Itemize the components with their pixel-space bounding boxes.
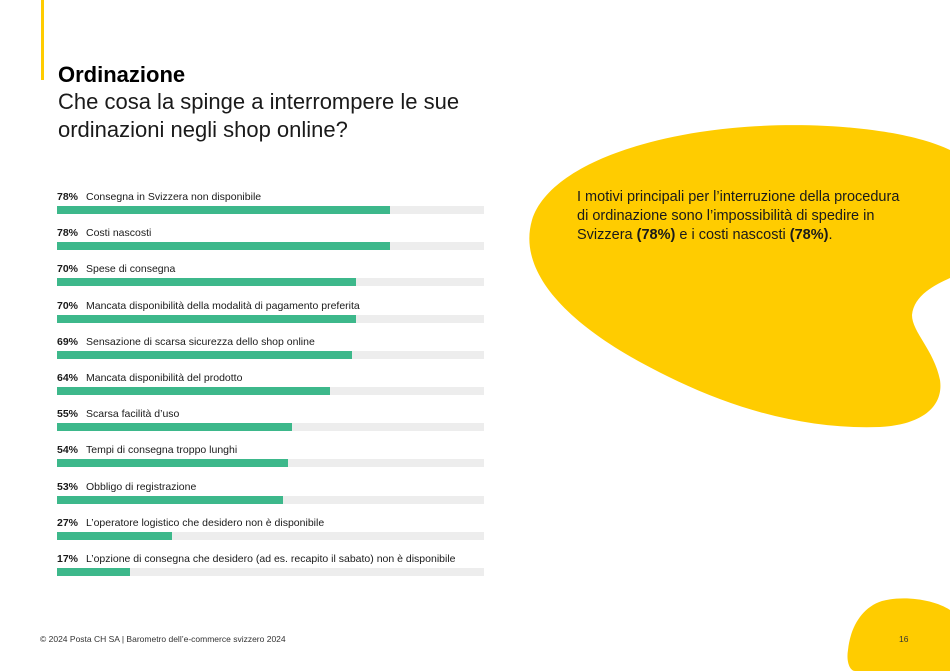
bar-fill: [57, 206, 391, 214]
page-question: Che cosa la spinge a interrompere le sue…: [58, 89, 460, 142]
bar-fill: [57, 459, 288, 468]
bar-category-label: Consegna in Svizzera non disponibile: [86, 191, 262, 203]
bar-category-label: Mancata disponibilità del prodotto: [86, 371, 243, 384]
bar-value-label: 27%: [57, 516, 79, 529]
summary-highlight-value: (78%): [789, 227, 829, 243]
bar-label: 69% Sensazione di scarsa sicurezza dello …: [57, 336, 315, 349]
bar-category-label: L’opzione di consegna che desidero (ad e…: [86, 552, 456, 565]
bar-row: 78% Costi nascosti: [57, 225, 484, 261]
bar-row: 78% Consegna in Svizzera non disponibile: [57, 189, 484, 225]
bar-row: 27% L’operatore logistico che desidero no…: [57, 515, 484, 551]
bar-value-label: 53%: [57, 480, 79, 493]
bar-track: [57, 206, 484, 214]
bar-track: [57, 495, 484, 504]
bar-fill: [57, 423, 292, 432]
bar-category-label: Tempi di consegna troppo lunghi: [86, 444, 238, 457]
bar-fill: [57, 242, 391, 251]
bar-row: 70% Spese di consegna: [57, 261, 484, 297]
bar-label: 78% Consegna in Svizzera non disponibile: [57, 191, 261, 204]
bar-value-label: 70%: [57, 299, 79, 312]
bar-label: 27% L’operatore logistico che desidero no…: [57, 517, 324, 530]
bar-value-label: 55%: [57, 408, 79, 421]
bar-label: 17% L’opzione di consegna che desidero (a…: [57, 553, 456, 566]
bar-row: 69% Sensazione di scarsa sicurezza dello …: [57, 334, 484, 370]
bar-category-label: L’operatore logistico che desidero non è…: [86, 516, 325, 529]
bar-value-label: 64%: [57, 371, 79, 384]
bar-fill: [57, 531, 173, 540]
bar-row: 17% L’opzione di consegna che desidero (a…: [57, 551, 484, 587]
bar-category-label: Obbligo di registrazione: [86, 480, 197, 493]
bar-track: [57, 242, 484, 251]
bar-value-label: 69%: [57, 335, 79, 348]
bar-row: 53% Obbligo di registrazione: [57, 479, 484, 515]
bar-row: 70% Mancata disponibilità della modalità …: [57, 298, 484, 334]
bar-category-label: Scarsa facilità d’uso: [86, 408, 180, 421]
summary-text-part: I motivi principali per l’interruzione d…: [577, 189, 900, 243]
bar-row: 64% Mancata disponibilità del prodotto: [57, 370, 484, 406]
bar-row: 55% Scarsa facilità d’uso: [57, 406, 484, 442]
bar-value-label: 70%: [57, 263, 79, 276]
bar-fill: [57, 314, 356, 323]
bar-fill: [57, 386, 331, 395]
bar-label: 70% Spese di consegna: [57, 263, 175, 276]
bar-fill: [57, 567, 130, 576]
bar-label: 64% Mancata disponibilità del prodotto: [57, 372, 242, 385]
accent-rule: [41, 0, 44, 80]
summary-highlight-value: (78%): [636, 227, 676, 243]
bar-chart: 78% Consegna in Svizzera non disponibile 7…: [57, 189, 484, 587]
bar-category-label: Spese di consegna: [86, 263, 176, 276]
bar-value-label: 78%: [57, 227, 79, 240]
bar-label: 54% Tempi di consegna troppo lunghi: [57, 444, 237, 457]
section-title: Ordinazione: [58, 62, 186, 87]
bar-track: [57, 423, 484, 432]
bar-fill: [57, 350, 352, 359]
bar-track: [57, 386, 484, 395]
bar-track: [57, 531, 484, 540]
bar-track: [57, 459, 484, 468]
bar-category-label: Mancata disponibilità della modalità di …: [86, 299, 360, 312]
bar-value-label: 17%: [57, 552, 79, 565]
bar-row: 54% Tempi di consegna troppo lunghi: [57, 442, 484, 478]
bar-label: 53% Obbligo di registrazione: [57, 481, 196, 494]
bar-category-label: Sensazione di scarsa sicurezza dello sho…: [86, 335, 315, 348]
bar-value-label: 78%: [57, 191, 79, 203]
bar-label: 78% Costi nascosti: [57, 227, 151, 240]
bar-track: [57, 278, 484, 287]
bar-track: [57, 567, 484, 576]
footer-copyright: © 2024 Posta CH SA | Barometro dell’e-co…: [40, 634, 286, 644]
bar-label: 55% Scarsa facilità d’uso: [57, 408, 179, 421]
bar-track: [57, 314, 484, 323]
bar-fill: [57, 278, 356, 287]
summary-text-part: e i costi nascosti: [675, 227, 790, 243]
bar-value-label: 54%: [57, 444, 79, 457]
bar-track: [57, 350, 484, 359]
bar-label: 70% Mancata disponibilità della modalità …: [57, 300, 360, 313]
bar-category-label: Costi nascosti: [86, 227, 152, 240]
summary-text-part: .: [828, 227, 833, 243]
page-number: 16: [899, 634, 909, 644]
bar-fill: [57, 495, 284, 504]
summary-text: I motivi principali per l’interruzione d…: [577, 188, 907, 245]
